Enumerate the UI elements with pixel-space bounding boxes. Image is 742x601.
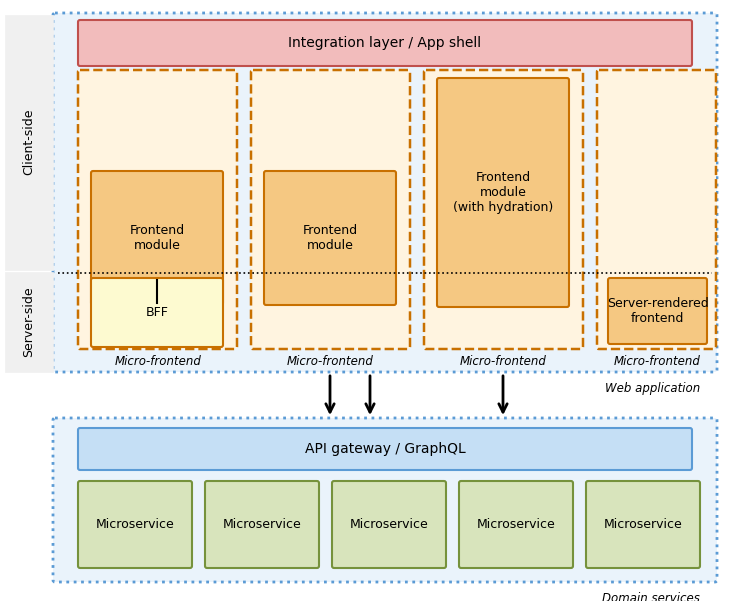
FancyBboxPatch shape: [424, 70, 583, 349]
FancyBboxPatch shape: [78, 428, 692, 470]
Text: Microservice: Microservice: [349, 518, 428, 531]
Text: Microservice: Microservice: [96, 518, 174, 531]
FancyBboxPatch shape: [264, 171, 396, 305]
FancyBboxPatch shape: [597, 70, 716, 349]
Text: Integration layer / App shell: Integration layer / App shell: [289, 36, 482, 50]
FancyBboxPatch shape: [437, 78, 569, 307]
Text: API gateway / GraphQL: API gateway / GraphQL: [305, 442, 465, 456]
FancyBboxPatch shape: [251, 70, 410, 349]
Text: Microservice: Microservice: [604, 518, 683, 531]
Text: Microservice: Microservice: [476, 518, 555, 531]
FancyBboxPatch shape: [53, 13, 717, 372]
Text: Frontend
module: Frontend module: [129, 224, 185, 252]
Text: Micro-frontend: Micro-frontend: [114, 355, 201, 368]
FancyBboxPatch shape: [91, 171, 223, 305]
Text: Micro-frontend: Micro-frontend: [459, 355, 546, 368]
FancyBboxPatch shape: [459, 481, 573, 568]
FancyBboxPatch shape: [78, 481, 192, 568]
Bar: [5, 15, 53, 270]
Text: Microservice: Microservice: [223, 518, 301, 531]
Text: Frontend
module
(with hydration): Frontend module (with hydration): [453, 171, 553, 214]
FancyBboxPatch shape: [78, 70, 237, 349]
FancyBboxPatch shape: [78, 20, 692, 66]
Text: BFF: BFF: [145, 306, 168, 319]
FancyBboxPatch shape: [586, 481, 700, 568]
FancyBboxPatch shape: [91, 278, 223, 347]
Text: Frontend
module: Frontend module: [303, 224, 358, 252]
Text: Client-side: Client-side: [22, 109, 36, 175]
FancyBboxPatch shape: [332, 481, 446, 568]
Text: Web application: Web application: [605, 382, 700, 395]
Text: Domain services: Domain services: [602, 592, 700, 601]
Text: Server-side: Server-side: [22, 287, 36, 358]
FancyBboxPatch shape: [205, 481, 319, 568]
FancyBboxPatch shape: [53, 418, 717, 582]
Text: Micro-frontend: Micro-frontend: [286, 355, 373, 368]
Bar: [5, 272, 53, 372]
FancyBboxPatch shape: [608, 278, 707, 344]
Text: Server-rendered
frontend: Server-rendered frontend: [607, 297, 709, 325]
Text: Micro-frontend: Micro-frontend: [614, 355, 700, 368]
